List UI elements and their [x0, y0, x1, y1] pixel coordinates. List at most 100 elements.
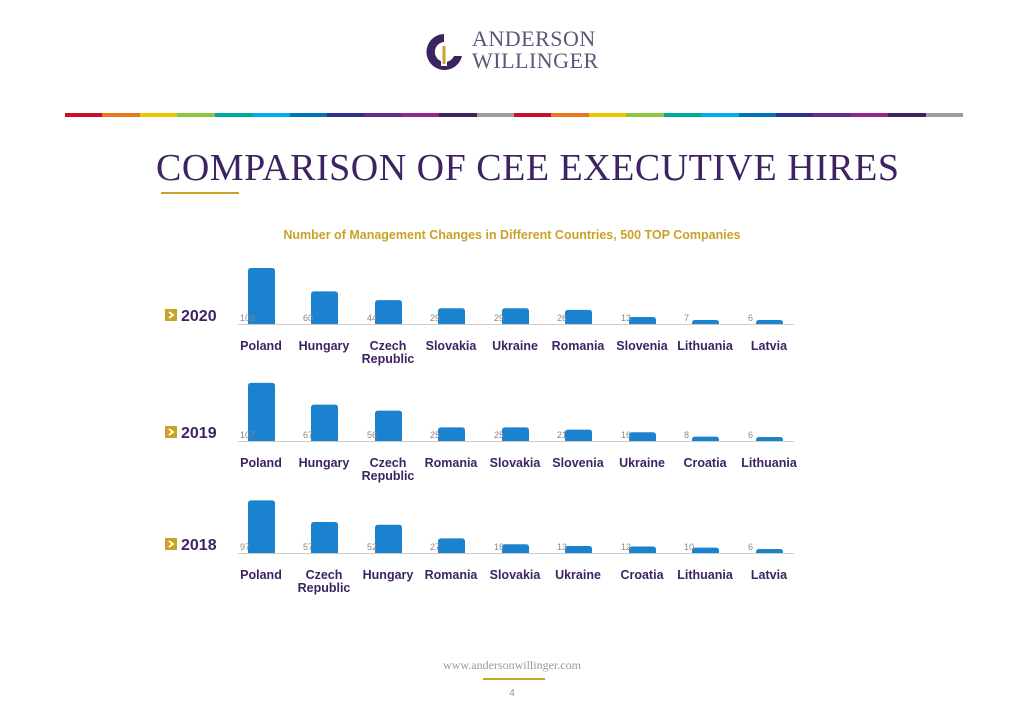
bar: [311, 404, 338, 441]
bar: [692, 547, 719, 553]
bar: [438, 427, 465, 441]
stripe-segment: [177, 113, 215, 117]
category-label: Ukraine: [492, 339, 538, 353]
value-label: 25: [430, 430, 440, 440]
value-label: 8: [684, 430, 689, 440]
category-label: Hungary: [363, 568, 414, 582]
chevron-right-icon: [168, 428, 175, 436]
stripe-segment: [289, 113, 327, 117]
chevron-right-icon: [168, 540, 175, 548]
stripe-segment: [364, 113, 402, 117]
value-label: 26: [557, 313, 567, 323]
value-label: 56: [367, 430, 377, 440]
title-underline: [161, 192, 239, 194]
value-label: 97: [240, 542, 250, 552]
value-label: 29: [430, 313, 440, 323]
value-label: 107: [240, 430, 255, 440]
bar: [502, 308, 529, 324]
category-label: Republic: [298, 581, 351, 595]
value-label: 10: [684, 542, 694, 552]
bar: [565, 545, 592, 553]
category-label: Slovenia: [616, 339, 668, 353]
bar: [756, 320, 783, 324]
logo-mark-icon: [426, 34, 462, 70]
stripe-segment: [252, 113, 290, 117]
category-label: Czech: [370, 456, 407, 470]
value-label: 13: [557, 542, 567, 552]
chart-subtitle: Number of Management Changes in Differen…: [283, 228, 741, 242]
category-label: Croatia: [683, 456, 727, 470]
value-label: 6: [748, 313, 753, 323]
stripe-segment: [102, 113, 140, 117]
company-logo: ANDERSON WILLINGER: [424, 28, 604, 76]
stripe-segment: [813, 113, 851, 117]
bar: [565, 309, 592, 324]
stripe-segment: [401, 113, 440, 117]
stripe-segment: [776, 113, 814, 117]
stripe-segment: [738, 113, 777, 117]
value-label: 57: [303, 542, 313, 552]
bar: [692, 320, 719, 324]
category-label: Romania: [425, 456, 479, 470]
stripe-segment: [663, 113, 702, 117]
bar: [438, 308, 465, 324]
bar: [565, 429, 592, 441]
year-label: 2019: [181, 425, 217, 442]
value-label: 16: [621, 430, 631, 440]
value-label: 7: [684, 313, 689, 323]
bar: [756, 437, 783, 441]
category-label: Republic: [362, 352, 415, 366]
bar: [375, 524, 402, 553]
category-label: Poland: [240, 456, 282, 470]
stripe-segment: [439, 113, 477, 117]
year-bullet-icon: [165, 426, 177, 438]
bar: [311, 522, 338, 553]
bar: [692, 436, 719, 441]
bar: [248, 268, 275, 324]
bar: [375, 300, 402, 324]
category-label: Latvia: [751, 568, 788, 582]
value-label: 13: [621, 313, 631, 323]
year-label: 2020: [181, 308, 217, 325]
bar: [502, 427, 529, 441]
value-label: 103: [240, 313, 255, 323]
stripe-segment: [626, 113, 664, 117]
category-label: Ukraine: [555, 568, 601, 582]
category-label: Lithuania: [741, 456, 798, 470]
category-label: Ukraine: [619, 456, 665, 470]
category-label: Romania: [552, 339, 606, 353]
stripe-segment: [326, 113, 365, 117]
category-label: Slovakia: [426, 339, 478, 353]
stripe-segment: [701, 113, 739, 117]
stripe-segment: [551, 113, 589, 117]
value-label: 27: [430, 542, 440, 552]
value-label: 16: [494, 542, 504, 552]
category-label: Czech: [370, 339, 407, 353]
stripe-segment: [476, 113, 515, 117]
value-label: 52: [367, 542, 377, 552]
value-label: 6: [748, 542, 753, 552]
footer-website-link[interactable]: www.andersonwillinger.com: [443, 658, 581, 672]
bar: [438, 538, 465, 553]
stripe-segment: [588, 113, 627, 117]
value-label: 44: [367, 313, 377, 323]
page-title: COMPARISON OF CEE EXECUTIVE HIRES: [156, 147, 900, 189]
category-label: Slovakia: [490, 456, 542, 470]
category-label: Poland: [240, 339, 282, 353]
year-label: 2018: [181, 537, 217, 554]
stripe-segment: [139, 113, 178, 117]
bar: [756, 549, 783, 553]
category-label: Hungary: [299, 339, 350, 353]
page-number: 4: [509, 688, 515, 699]
stripe-segment: [65, 113, 103, 117]
bar: [502, 544, 529, 553]
bar: [629, 316, 656, 324]
footer-divider: [483, 678, 545, 680]
bar: [248, 500, 275, 553]
category-label: Republic: [362, 469, 415, 483]
category-label: Latvia: [751, 339, 788, 353]
category-label: Romania: [425, 568, 479, 582]
bar: [629, 546, 656, 553]
value-label: 67: [303, 430, 313, 440]
